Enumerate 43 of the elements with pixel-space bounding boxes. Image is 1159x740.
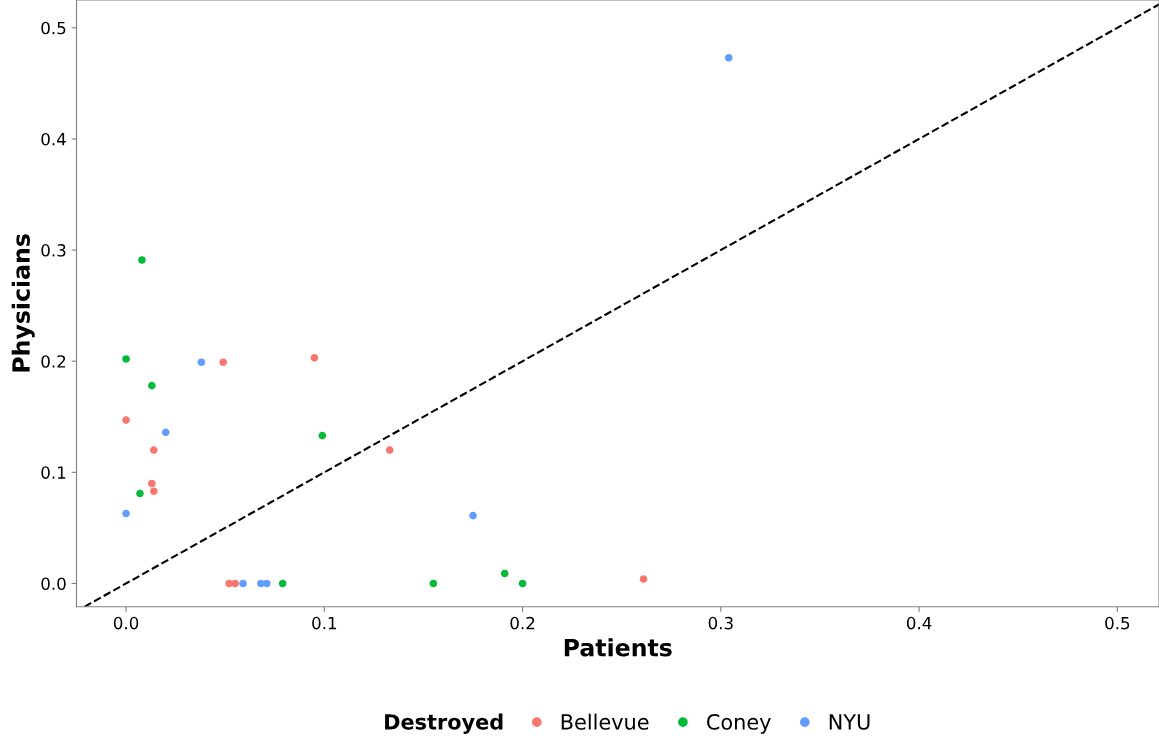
point [148,479,156,488]
point [500,569,509,578]
x-tick-label: 0.1 [312,616,337,630]
y-tick-label: 0.2 [41,355,66,368]
point [122,509,130,518]
point [150,446,158,454]
x-tick-label: 0.4 [906,616,932,630]
legend-label: Bellevue [561,713,649,730]
legend-title: Destroyed [385,713,503,734]
point [122,355,130,363]
legend-label: Coney [707,714,771,734]
point [148,381,156,390]
x-tick-label: 0.5 [1105,616,1130,630]
y-axis-title: Physicians [11,234,35,372]
point [138,256,146,264]
y-tick-label: 0.4 [41,132,66,146]
legend-label: NYU [829,714,870,730]
point [639,575,648,583]
point [310,354,319,362]
y-tick-label: 0.3 [41,244,66,257]
x-tick-label: 0.2 [510,616,535,630]
point [231,579,239,588]
x-axis-title: Patients [564,638,672,657]
point [197,358,206,367]
point [518,579,527,588]
point [429,579,438,588]
x-tick-label: 0.0 [113,616,139,630]
point [385,446,394,454]
point [263,579,271,588]
point [239,579,247,588]
y-tick-label: 0.1 [41,466,66,479]
point [161,428,170,437]
x-tick-label: 0.3 [708,616,733,630]
point [136,489,144,498]
point [150,487,158,496]
point [219,358,228,367]
point [724,53,733,62]
point [469,511,477,520]
point [278,579,287,588]
y-tick-label: 0.5 [41,21,66,35]
point [318,431,327,440]
point [122,416,130,424]
y-tick-label: 0.0 [41,577,66,591]
